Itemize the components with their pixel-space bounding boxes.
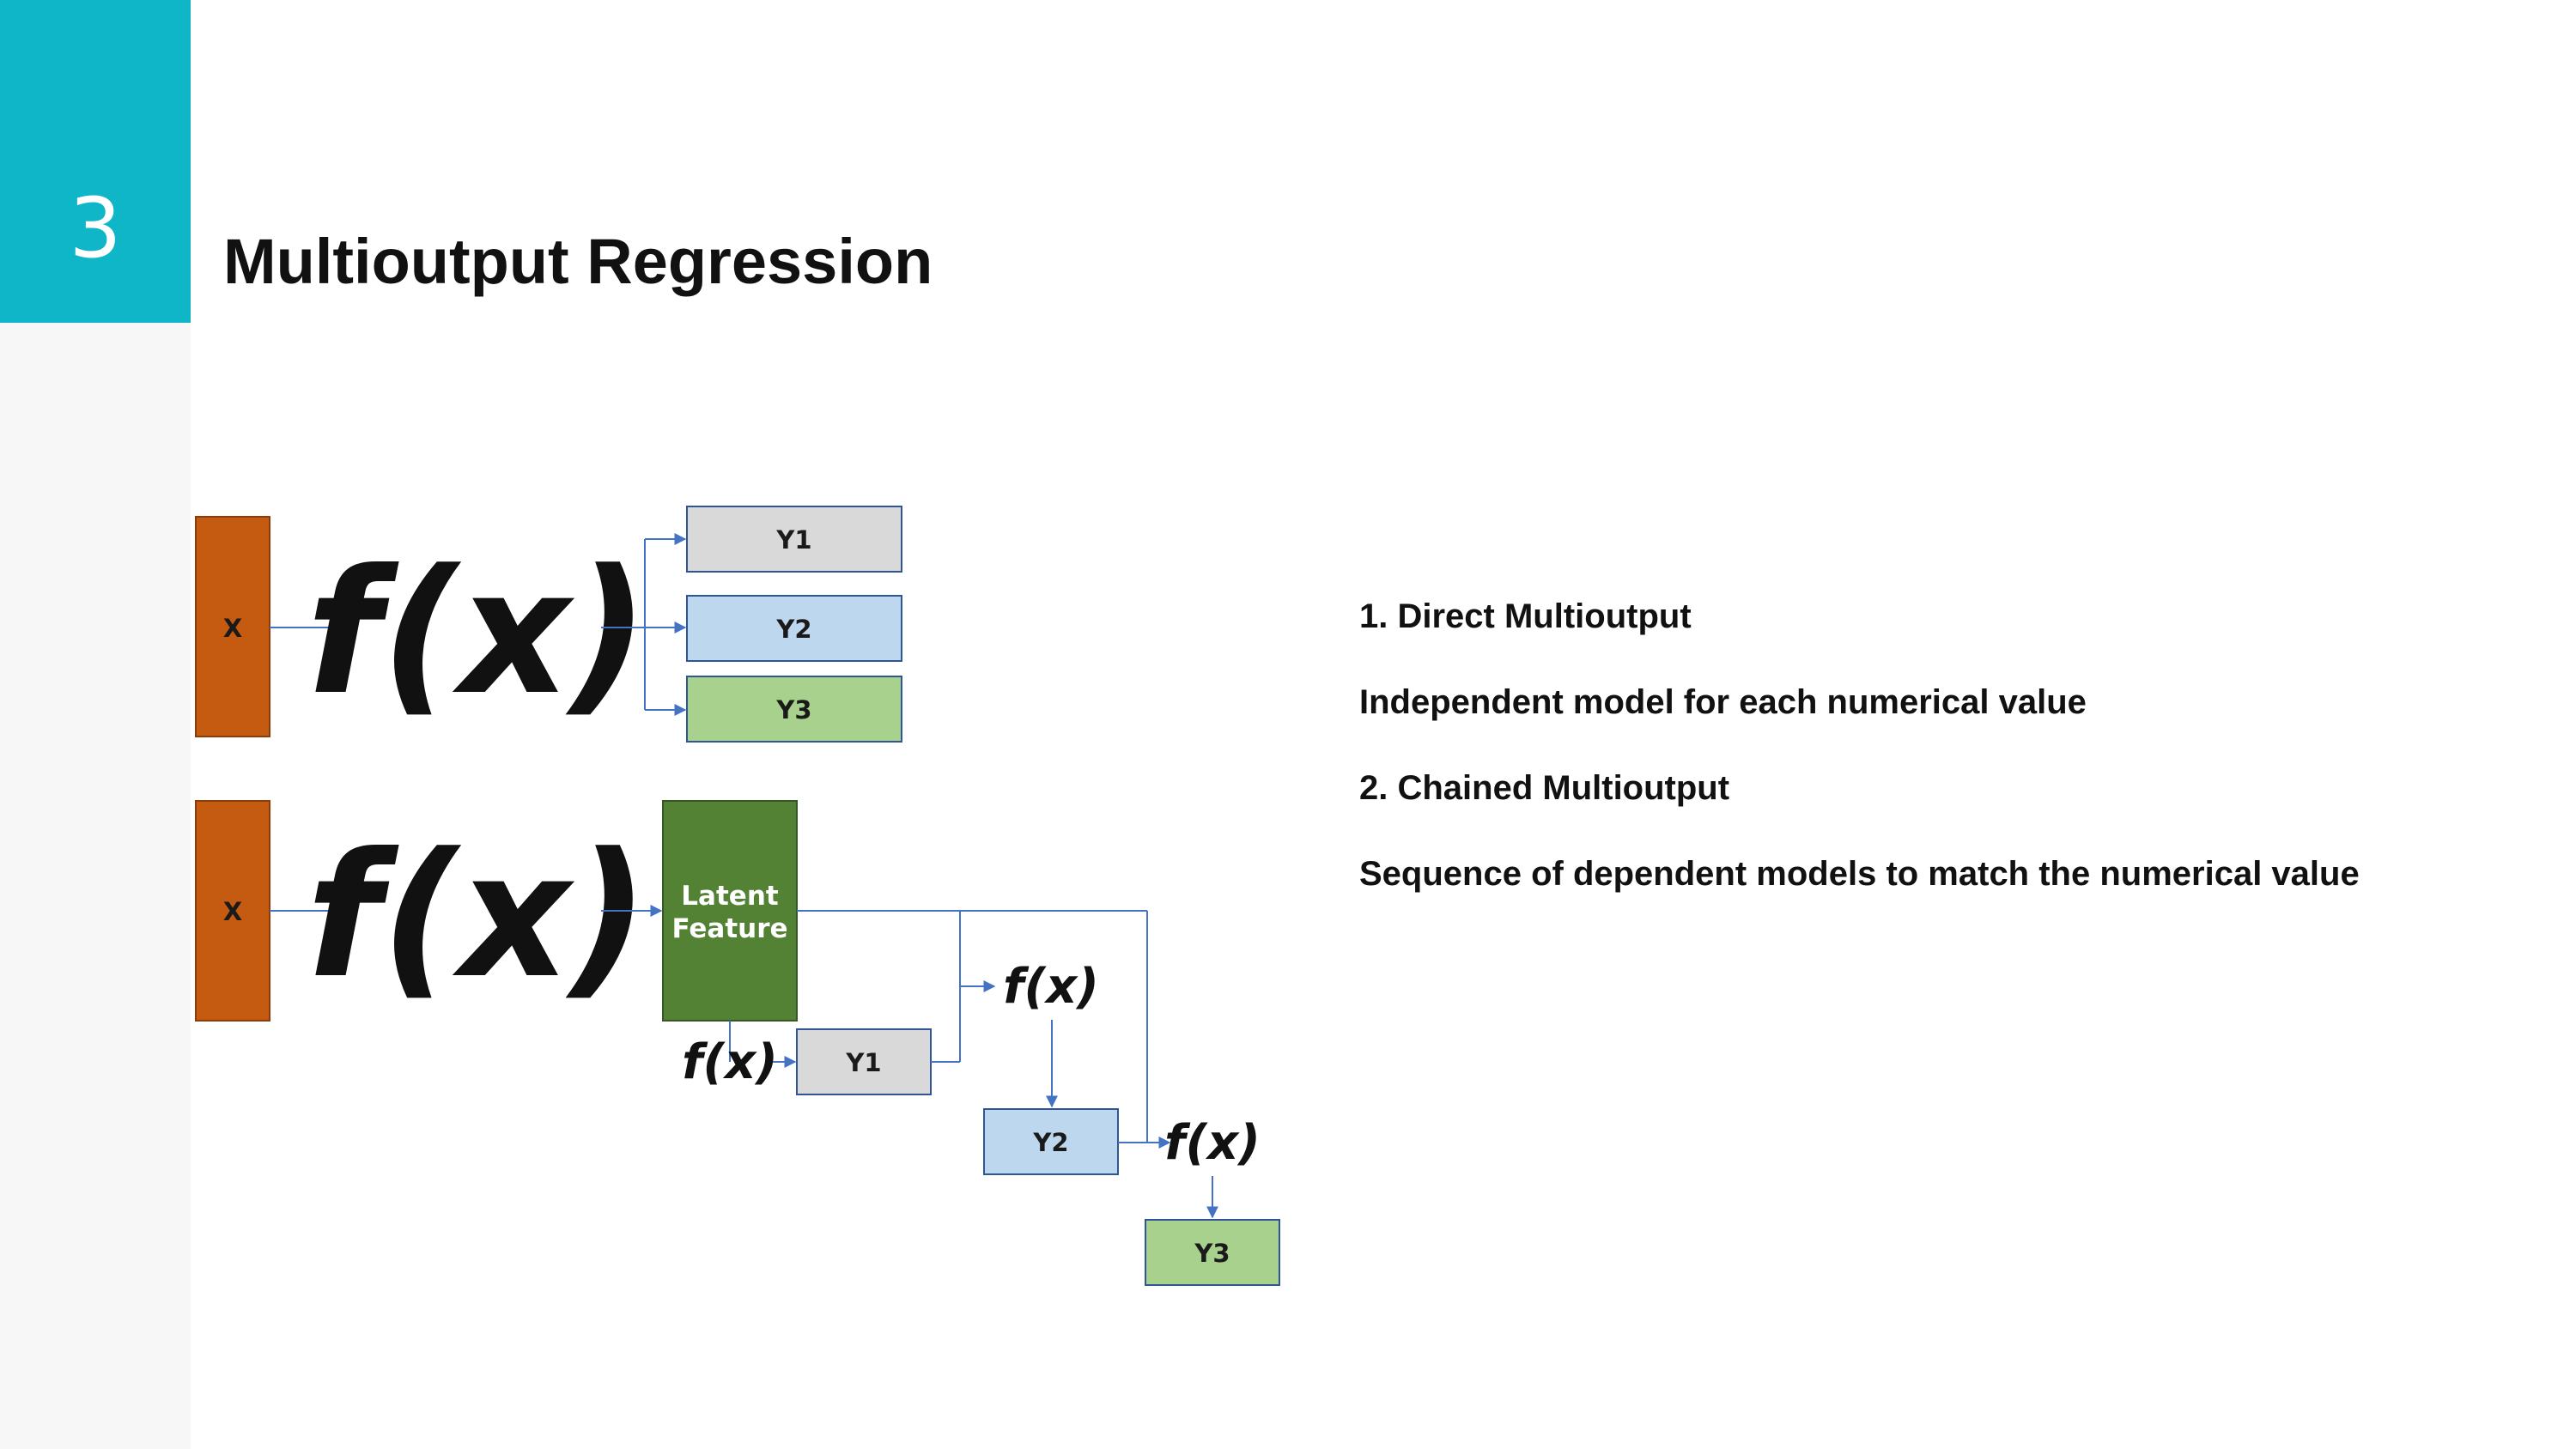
slide-number-badge: 3 <box>0 0 191 323</box>
chained-output-y3-box <box>1145 1219 1280 1286</box>
chained-multioutput-description: Sequence of dependent models to match th… <box>1359 855 2360 893</box>
chained-output-y1-label: Y1 <box>845 1048 881 1077</box>
chained-output-y2-label: Y2 <box>1032 1128 1068 1157</box>
direct-output-y1-label: Y1 <box>775 525 811 555</box>
chained-output-y1-box <box>796 1028 932 1095</box>
slide-number: 3 <box>69 180 122 276</box>
direct-multioutput-heading: 1. Direct Multioutput <box>1359 597 1692 635</box>
direct-output-y2-label: Y2 <box>775 615 811 644</box>
chained-multioutput-diagram: X f(x) Latent Feature f(x) Y1 f(x) Y2 f(… <box>195 800 1280 1286</box>
chained-output-y2-box <box>983 1108 1119 1175</box>
chained-input-label: X <box>223 897 242 926</box>
slide-title: Multioutput Regression <box>223 226 933 297</box>
chained-step3-function-symbol: f(x) <box>1164 1115 1261 1171</box>
direct-input-box <box>195 516 270 737</box>
chained-output-y3-label: Y3 <box>1194 1239 1230 1268</box>
chained-multioutput-heading: 2. Chained Multioutput <box>1359 769 1730 807</box>
direct-multioutput-diagram: X f(x) Y1 Y2 Y3 <box>195 506 902 743</box>
chained-step2-function-symbol: f(x) <box>1003 959 1099 1015</box>
latent-feature-label-line2: Feature <box>671 913 787 944</box>
direct-output-y1-box <box>686 506 902 573</box>
direct-output-y2-box <box>686 595 902 662</box>
direct-output-y3-box <box>686 676 902 743</box>
latent-feature-label-line1: Latent <box>681 881 779 912</box>
chained-step1-function-symbol: f(x) <box>682 1034 778 1090</box>
direct-function-symbol: f(x) <box>307 533 649 733</box>
direct-multioutput-description: Independent model for each numerical val… <box>1359 683 2087 721</box>
direct-output-y3-label: Y3 <box>775 695 811 724</box>
chained-function-symbol: f(x) <box>307 816 649 1016</box>
direct-input-label: X <box>223 614 242 643</box>
